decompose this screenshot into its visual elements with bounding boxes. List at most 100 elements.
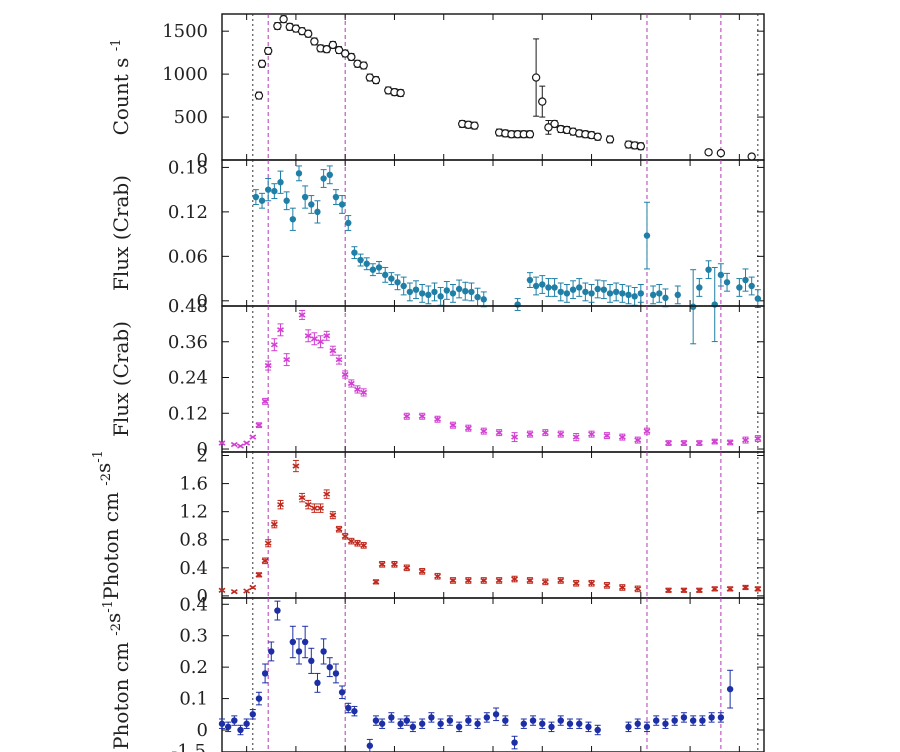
data-point — [218, 720, 226, 727]
data-point — [480, 428, 488, 434]
data-point — [671, 717, 678, 724]
data-point — [231, 717, 238, 724]
y-axis-label: Count s -1 — [109, 39, 133, 136]
data-point — [360, 542, 368, 549]
data-point — [310, 336, 318, 342]
data-point — [711, 438, 719, 445]
data-point — [474, 293, 481, 301]
data-point — [335, 356, 343, 363]
data-point — [418, 568, 426, 574]
data-point — [326, 663, 333, 671]
data-point — [403, 413, 411, 419]
data-point — [464, 577, 472, 584]
data-point — [382, 271, 389, 279]
data-point — [443, 287, 451, 294]
data-point — [372, 579, 380, 585]
data-point — [271, 187, 278, 195]
y-tick-label: 0 — [197, 586, 208, 607]
data-point — [462, 287, 469, 295]
data-point — [375, 264, 383, 271]
data-point — [301, 638, 309, 646]
data-point — [634, 720, 641, 727]
data-point — [514, 301, 521, 308]
data-point — [643, 723, 651, 731]
y-tick-label: 0.36 — [168, 332, 208, 353]
y-tick-label: 1.6 — [179, 474, 208, 495]
data-point — [726, 439, 734, 446]
data-point — [529, 717, 537, 724]
data-point — [354, 540, 361, 546]
data-point — [736, 284, 743, 291]
data-point — [634, 437, 642, 443]
data-point — [704, 148, 713, 157]
data-point — [557, 431, 565, 437]
data-point — [566, 720, 574, 727]
data-point — [588, 580, 595, 586]
y-tick-label: 1.2 — [179, 502, 208, 523]
data-point — [277, 179, 284, 186]
data-point — [754, 295, 762, 302]
data-point — [428, 714, 435, 721]
data-point — [502, 717, 509, 724]
data-point — [218, 587, 226, 593]
data-point — [717, 271, 725, 279]
panel-photon_2: 0 0.1 0.2 0.3 0.4 Photon cm -2s-1 — [101, 594, 765, 752]
data-point — [388, 714, 395, 721]
data-point — [572, 580, 580, 586]
data-point — [369, 266, 377, 273]
data-point — [465, 717, 472, 724]
data-point — [292, 463, 300, 469]
data-point — [689, 717, 697, 724]
data-point — [593, 132, 602, 142]
data-point — [511, 576, 519, 582]
data-point — [273, 21, 282, 31]
data-point — [304, 333, 312, 339]
data-point — [637, 290, 645, 297]
data-point — [643, 428, 651, 434]
data-point — [625, 723, 632, 731]
data-point — [264, 362, 272, 369]
data-point — [464, 425, 472, 431]
data-point — [351, 249, 358, 256]
data-point — [539, 720, 546, 727]
data-point — [279, 14, 288, 24]
data-point — [326, 171, 333, 179]
data-point — [366, 742, 374, 749]
data-point — [612, 288, 620, 296]
data-point — [600, 286, 608, 293]
data-point — [425, 291, 432, 299]
data-point — [359, 61, 368, 70]
data-point — [619, 290, 626, 297]
data-point — [264, 540, 272, 546]
data-point — [742, 276, 749, 284]
panel-frame — [221, 597, 765, 752]
data-point — [705, 266, 712, 273]
data-point — [665, 587, 672, 593]
data-point — [520, 720, 527, 727]
data-point — [400, 282, 407, 290]
data-point — [261, 670, 269, 677]
data-point — [317, 505, 324, 511]
data-point — [548, 723, 555, 731]
data-point — [526, 431, 534, 437]
data-point — [551, 284, 558, 291]
data-point — [328, 40, 338, 50]
y-tick-label: 1000 — [162, 64, 208, 85]
data-point — [338, 201, 346, 208]
data-point — [557, 717, 564, 724]
panel-frame — [221, 451, 765, 599]
data-point — [298, 312, 306, 318]
data-point — [332, 670, 340, 677]
data-point — [582, 288, 589, 296]
panel-photon_1: 0 0.4 0.8 1.2 1.6 2 Photon cm -2s-1 — [91, 446, 765, 607]
data-point — [341, 533, 349, 539]
data-point — [255, 422, 263, 428]
data-point — [391, 561, 398, 567]
data-point — [263, 46, 273, 56]
data-point — [557, 288, 564, 296]
y-tick-label: 0.4 — [179, 594, 208, 615]
y-tick-label: 0 — [197, 720, 208, 741]
data-point — [406, 288, 414, 296]
data-point — [532, 282, 540, 290]
data-point — [594, 726, 601, 734]
